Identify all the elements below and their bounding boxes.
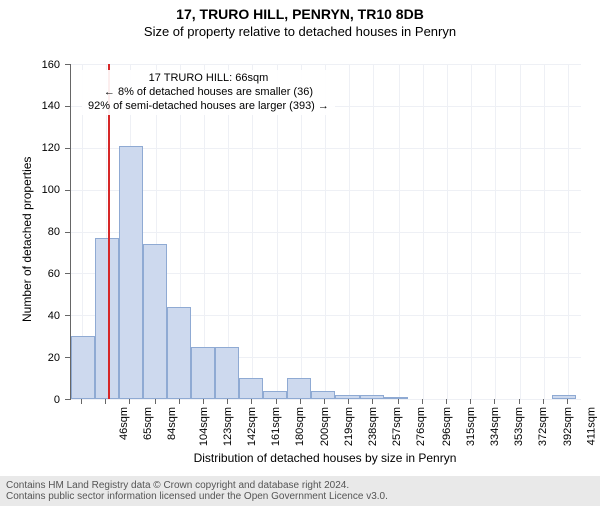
- x-tick-mark: [543, 399, 544, 404]
- gridline-v: [568, 64, 569, 399]
- y-tick-mark: [65, 106, 70, 107]
- x-tick-mark: [348, 399, 349, 404]
- x-tick-label: 296sqm: [441, 407, 453, 446]
- annotation-line: ← 8% of detached houses are smaller (36): [88, 86, 329, 100]
- x-tick-label: 180sqm: [294, 407, 306, 446]
- histogram-bar: [167, 307, 191, 399]
- x-tick-label: 104sqm: [198, 407, 210, 446]
- x-tick-label: 161sqm: [270, 407, 282, 446]
- y-tick-mark: [65, 148, 70, 149]
- histogram-bar: [71, 336, 95, 399]
- y-tick-mark: [65, 190, 70, 191]
- x-tick-label: 392sqm: [562, 407, 574, 446]
- annotation-line: 92% of semi-detached houses are larger (…: [88, 100, 329, 114]
- gridline-v: [520, 64, 521, 399]
- x-tick-mark: [398, 399, 399, 404]
- x-tick-mark: [227, 399, 228, 404]
- histogram-bar: [311, 391, 335, 399]
- x-axis-label: Distribution of detached houses by size …: [70, 451, 580, 465]
- y-tick-mark: [65, 64, 70, 65]
- x-tick-mark: [422, 399, 423, 404]
- histogram-bar: [239, 378, 263, 399]
- x-tick-label: 65sqm: [142, 407, 154, 440]
- x-tick-mark: [81, 399, 82, 404]
- y-tick-mark: [65, 357, 70, 358]
- x-tick-label: 238sqm: [368, 407, 380, 446]
- y-axis-label: Number of detached properties: [20, 302, 34, 322]
- x-tick-mark: [155, 399, 156, 404]
- x-tick-mark: [519, 399, 520, 404]
- gridline-h: [71, 399, 581, 400]
- chart-area: Number of detached properties Distributi…: [0, 6, 600, 506]
- x-tick-label: 142sqm: [246, 407, 258, 446]
- x-tick-mark: [105, 399, 106, 404]
- x-tick-label: 353sqm: [513, 407, 525, 446]
- histogram-bar: [552, 395, 576, 399]
- histogram-bar: [287, 378, 311, 399]
- annotation-line: 17 TRURO HILL: 66sqm: [88, 72, 329, 86]
- x-tick-label: 372sqm: [537, 407, 549, 446]
- histogram-bar: [263, 391, 287, 399]
- x-tick-mark: [203, 399, 204, 404]
- gridline-v: [399, 64, 400, 399]
- y-tick-mark: [65, 399, 70, 400]
- histogram-bar: [384, 397, 408, 399]
- annotation-box: 17 TRURO HILL: 66sqm ← 8% of detached ho…: [82, 70, 335, 115]
- x-tick-label: 219sqm: [343, 407, 355, 446]
- gridline-v: [447, 64, 448, 399]
- footer-line: Contains HM Land Registry data © Crown c…: [6, 480, 594, 491]
- y-tick-mark: [65, 273, 70, 274]
- histogram-bar: [143, 244, 167, 399]
- x-tick-mark: [179, 399, 180, 404]
- x-tick-mark: [129, 399, 130, 404]
- footer-line: Contains public sector information licen…: [6, 491, 594, 502]
- x-tick-label: 334sqm: [489, 407, 501, 446]
- footer: Contains HM Land Registry data © Crown c…: [0, 476, 600, 506]
- gridline-v: [544, 64, 545, 399]
- gridline-v: [373, 64, 374, 399]
- gridline-v: [349, 64, 350, 399]
- x-tick-label: 315sqm: [465, 407, 477, 446]
- x-tick-mark: [276, 399, 277, 404]
- x-tick-mark: [300, 399, 301, 404]
- x-tick-mark: [470, 399, 471, 404]
- y-tick-mark: [65, 232, 70, 233]
- x-tick-label: 123sqm: [222, 407, 234, 446]
- histogram-bar: [191, 347, 215, 399]
- y-tick-mark: [65, 315, 70, 316]
- x-tick-mark: [251, 399, 252, 404]
- gridline-v: [471, 64, 472, 399]
- x-tick-mark: [324, 399, 325, 404]
- x-tick-mark: [372, 399, 373, 404]
- x-tick-label: 411sqm: [586, 407, 598, 445]
- histogram-bar: [119, 146, 143, 399]
- x-tick-mark: [494, 399, 495, 404]
- x-tick-label: 276sqm: [416, 407, 428, 446]
- x-tick-label: 200sqm: [319, 407, 331, 446]
- x-tick-mark: [446, 399, 447, 404]
- x-tick-label: 84sqm: [167, 407, 179, 440]
- histogram-bar: [215, 347, 239, 399]
- gridline-v: [495, 64, 496, 399]
- gridline-v: [423, 64, 424, 399]
- x-tick-mark: [567, 399, 568, 404]
- x-tick-label: 46sqm: [118, 407, 130, 440]
- x-tick-label: 257sqm: [392, 407, 404, 446]
